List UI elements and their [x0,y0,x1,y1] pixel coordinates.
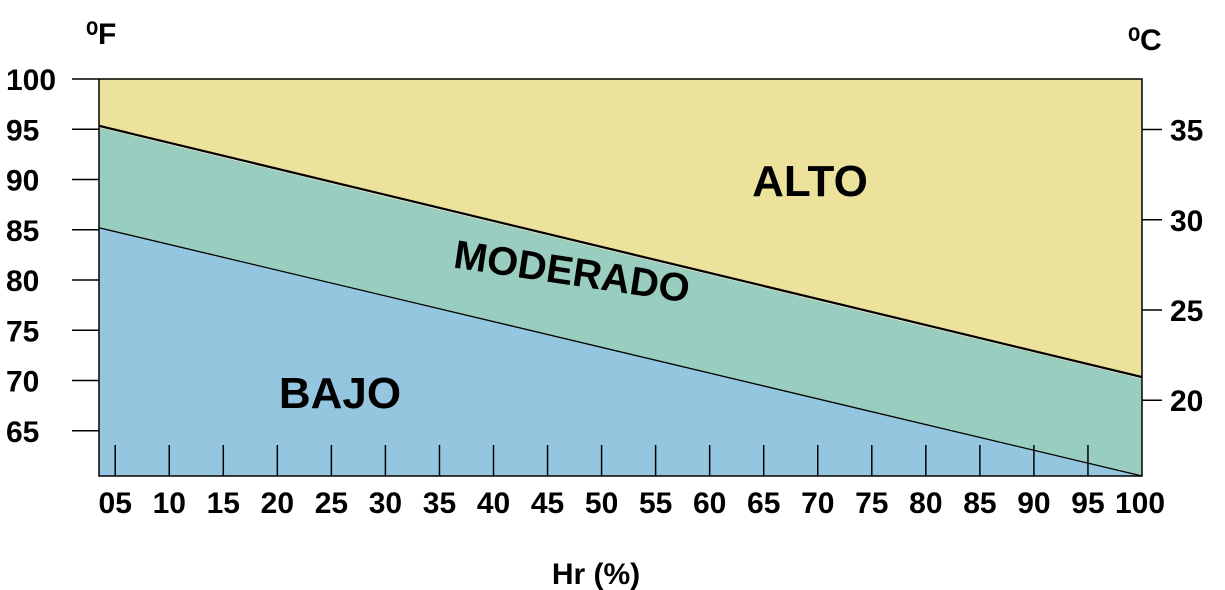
x-axis-tick-label: 15 [207,487,240,520]
x-axis-tick-label: 100 [1115,487,1165,520]
x-axis-tick-label: 55 [639,487,672,520]
right-axis-tick-label: 25 [1170,295,1203,328]
axes [72,78,1162,477]
left-axis-tick-label: 90 [6,165,39,198]
left-axis-tick-label: 75 [6,315,39,348]
tick-labels: 100 95 90 85 80 75 70 65 35 30 25 20 05 10 15 20 25 30 35 4… [6,64,1203,520]
left-axis-tick-label: 70 [6,366,39,399]
region-label-bajo: BAJO [279,369,401,418]
x-axis-tick-label: 20 [261,487,294,520]
right-axis-tick-label: 35 [1170,115,1203,148]
boundary-line-moderado [98,124,1143,379]
left-axis-tick-label: 95 [6,114,39,147]
x-axis-tick-label: 50 [585,487,618,520]
boundary-line-highlight [98,127,1143,380]
left-axis-tick-label: 85 [6,215,39,248]
x-axis-tick-label: 95 [1071,487,1104,520]
x-axis-tick-label: 70 [801,487,834,520]
x-axis-tick-label: 80 [909,487,942,520]
right-axis-unit: ⁰C [1128,24,1162,57]
x-axis-tick-label: 90 [1017,487,1050,520]
x-axis-tick-label: 30 [369,487,402,520]
left-axis-tick-label: 65 [6,416,39,449]
left-axis-unit: ⁰F [86,18,116,51]
boundary-line-bajo [98,227,1143,477]
x-axis-label: Hr (%) [552,558,640,590]
plot-frame [98,78,1143,477]
x-axis-tick-label: 75 [855,487,888,520]
left-axis-tick-label: 80 [6,265,39,298]
x-axis-tick-label: 60 [693,487,726,520]
x-axis-tick-label: 45 [531,487,564,520]
right-axis-tick-label: 30 [1170,205,1203,238]
region-label-alto: ALTO [752,157,868,206]
x-axis-tick-label: 25 [315,487,348,520]
x-axis-tick-label: 35 [423,487,456,520]
x-axis-tick-label: 85 [963,487,996,520]
x-axis-tick-label: 65 [747,487,780,520]
right-axis-tick-label: 20 [1170,385,1203,418]
x-axis-tick-label: 05 [99,487,132,520]
x-axis-tick-label: 40 [477,487,510,520]
left-axis-tick-label: 100 [6,64,56,97]
x-axis-tick-label: 10 [153,487,186,520]
boundary-lines [98,124,1143,477]
